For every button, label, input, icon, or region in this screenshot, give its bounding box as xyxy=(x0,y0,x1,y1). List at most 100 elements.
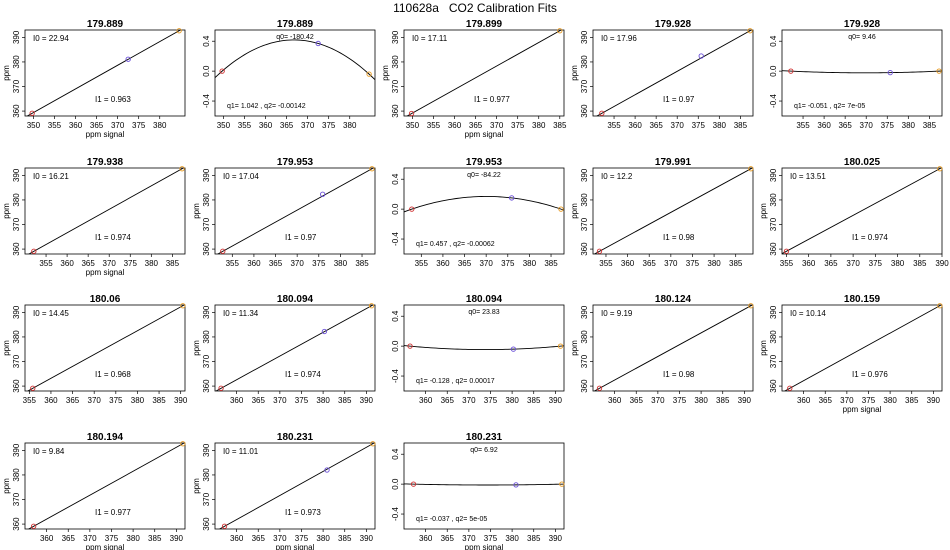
intercept-label: I0 = 12.2 xyxy=(601,172,633,181)
data-point xyxy=(176,28,182,34)
plot-frame xyxy=(214,29,376,117)
y-axis-label: ppm xyxy=(570,203,579,219)
x-tick-label: 355 xyxy=(39,259,53,268)
panel-title: 179.938 xyxy=(87,157,124,168)
plot-frame xyxy=(24,304,186,392)
fit-line xyxy=(27,443,185,529)
x-tick-label: 360 xyxy=(40,534,54,543)
x-tick-label: 360 xyxy=(419,396,433,405)
data-point xyxy=(557,343,564,349)
x-tick-label: 380 xyxy=(316,534,330,543)
fit-line xyxy=(406,30,563,116)
plot-frame xyxy=(24,29,186,117)
x-tick-label: 370 xyxy=(479,259,493,268)
plot-frame xyxy=(592,167,754,255)
x-tick-label: 370 xyxy=(103,259,117,268)
x-tick-label: 360 xyxy=(436,259,450,268)
data-point xyxy=(599,110,605,116)
y-tick-label: 370 xyxy=(12,79,21,93)
figure-title: 110628a CO2 Calibration Fits xyxy=(393,1,557,15)
data-point xyxy=(30,385,36,391)
slope-label: I1 = 0.973 xyxy=(285,508,321,517)
panel-4: 179.928 355 360 365 370 375 380 385 360 370 380 390… xyxy=(570,19,754,130)
data-point xyxy=(510,346,517,352)
x-tick-label: 380 xyxy=(891,259,905,268)
plot-frame xyxy=(214,304,376,392)
panel-12: 180.094 360 365 370 375 380 385 390 360 370 380 390… xyxy=(192,294,376,405)
plot-frame xyxy=(592,29,754,117)
y-tick-label: 380 xyxy=(769,193,778,207)
panel-8: 179.953 355 360 365 370 375 380 385 -0.4 0.0 0.4 q0… xyxy=(391,157,565,268)
y-tick-label: 370 xyxy=(769,354,778,368)
y-axis-label: ppm xyxy=(192,340,201,356)
fit-line xyxy=(593,168,753,254)
x-tick-label: 380 xyxy=(334,259,348,268)
q0-label: q0= -180.42 xyxy=(276,34,314,41)
x-tick-label: 370 xyxy=(860,121,874,130)
data-point xyxy=(30,523,37,529)
y-tick-label: 360 xyxy=(580,379,589,393)
panel-title: 180.124 xyxy=(655,294,692,305)
data-point xyxy=(324,467,330,473)
y-axis-label: ppm xyxy=(2,65,11,81)
x-tick-label: 355 xyxy=(780,259,794,268)
x-tick-label: 360 xyxy=(628,121,642,130)
intercept-label: I0 = 11.34 xyxy=(223,309,259,318)
slope-label: I1 = 0.963 xyxy=(95,95,131,104)
panel-1: 179.889 350 355 360 365 370 375 380 360 370 380 390… xyxy=(2,19,186,139)
y-tick-label: 380 xyxy=(12,55,21,69)
y-tick-label: 370 xyxy=(202,354,211,368)
x-tick-label: 360 xyxy=(608,396,622,405)
y-tick-label: 360 xyxy=(12,379,21,393)
y-tick-label: 390 xyxy=(580,168,589,182)
x-tick-label: 385 xyxy=(338,534,352,543)
x-tick-label: 380 xyxy=(883,396,897,405)
data-point xyxy=(557,28,563,34)
q1-q2-label: q1= 0.457 , q2= -0.00062 xyxy=(416,241,495,248)
q1-q2-label: q1= -0.037 , q2= 5e-05 xyxy=(416,516,487,523)
panel-title: 180.231 xyxy=(466,432,503,443)
x-tick-label: 385 xyxy=(527,534,541,543)
y-tick-label: 370 xyxy=(391,79,400,93)
x-tick-label: 360 xyxy=(69,121,83,130)
data-point xyxy=(180,441,186,447)
plot-area xyxy=(218,443,375,529)
panel-6: 179.938 355 360 365 370 375 380 385 360 370 380 390… xyxy=(2,157,186,277)
plot-area xyxy=(406,30,563,116)
panel-title: 180.094 xyxy=(466,294,503,305)
y-tick-label: 360 xyxy=(12,242,21,256)
x-tick-label: 370 xyxy=(111,121,125,130)
x-tick-label: 380 xyxy=(505,396,519,405)
x-tick-label: 370 xyxy=(664,259,678,268)
plot-area xyxy=(27,443,185,529)
y-tick-label: 380 xyxy=(12,468,21,482)
x-tick-label: 385 xyxy=(553,121,567,130)
x-tick-label: 385 xyxy=(527,396,541,405)
y-tick-label: 380 xyxy=(391,55,400,69)
y-tick-label: 370 xyxy=(202,217,211,231)
y-tick-label: 380 xyxy=(202,193,211,207)
x-tick-label: 380 xyxy=(532,121,546,130)
x-tick-label: 365 xyxy=(280,121,294,130)
x-tick-label: 360 xyxy=(621,259,635,268)
slope-label: I1 = 0.97 xyxy=(285,233,317,242)
data-point xyxy=(219,68,225,74)
y-tick-label: 380 xyxy=(12,330,21,344)
slope-label: I1 = 0.977 xyxy=(474,95,510,104)
x-tick-label: 365 xyxy=(252,396,266,405)
data-point xyxy=(180,303,186,309)
q0-label: q0= -84.22 xyxy=(467,172,501,179)
panel-title: 179.889 xyxy=(87,19,124,30)
y-tick-label: 0.0 xyxy=(391,340,400,352)
data-point xyxy=(368,303,375,309)
y-tick-label: 0.0 xyxy=(391,478,400,490)
slope-label: I1 = 0.97 xyxy=(663,95,695,104)
x-tick-label: 355 xyxy=(23,396,37,405)
x-tick-label: 375 xyxy=(881,121,895,130)
y-axis-label: ppm xyxy=(759,203,768,219)
intercept-label: I0 = 16.21 xyxy=(33,172,69,181)
y-tick-label: 390 xyxy=(769,168,778,182)
x-tick-label: 350 xyxy=(217,121,231,130)
